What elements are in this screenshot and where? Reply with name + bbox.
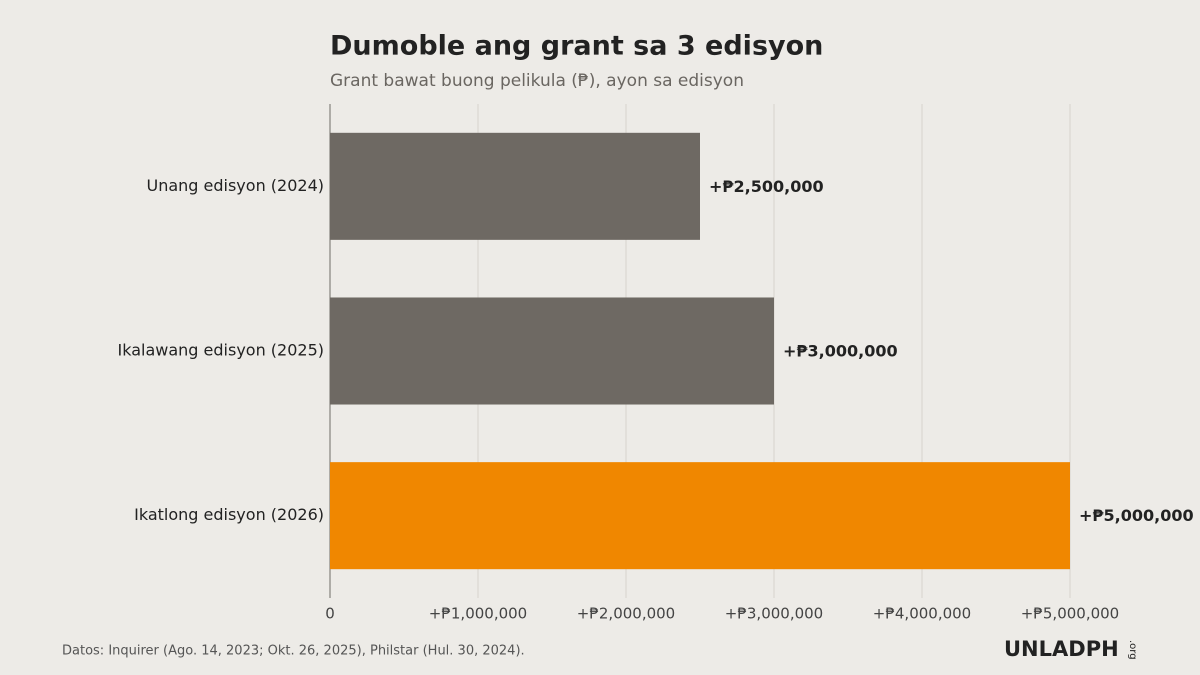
bar [330, 132, 700, 240]
logo: UNLADPH [1004, 637, 1119, 661]
value-label: +₱2,500,000 [709, 177, 824, 196]
logo-suffix: .org [1127, 640, 1138, 660]
x-tick-label: +₱1,000,000 [429, 605, 527, 623]
chart-subtitle: Grant bawat buong pelikula (₱), ayon sa … [330, 71, 744, 91]
x-tick-label: 0 [325, 605, 335, 623]
chart-title: Dumoble ang grant sa 3 edisyon [330, 31, 823, 62]
bar [330, 462, 1070, 570]
source-note: Datos: Inquirer (Ago. 14, 2023; Okt. 26,… [62, 644, 525, 659]
value-label: +₱5,000,000 [1079, 506, 1194, 525]
value-label: +₱3,000,000 [783, 342, 898, 361]
y-tick-label: Unang edisyon (2024) [146, 176, 324, 195]
x-tick-label: +₱5,000,000 [1021, 605, 1119, 623]
y-tick-label: Ikalawang edisyon (2025) [118, 341, 325, 360]
x-tick-label: +₱2,000,000 [577, 605, 675, 623]
bar [330, 297, 774, 405]
y-tick-label: Ikatlong edisyon (2026) [134, 505, 324, 524]
x-tick-label: +₱4,000,000 [873, 605, 971, 623]
x-tick-label: +₱3,000,000 [725, 605, 823, 623]
